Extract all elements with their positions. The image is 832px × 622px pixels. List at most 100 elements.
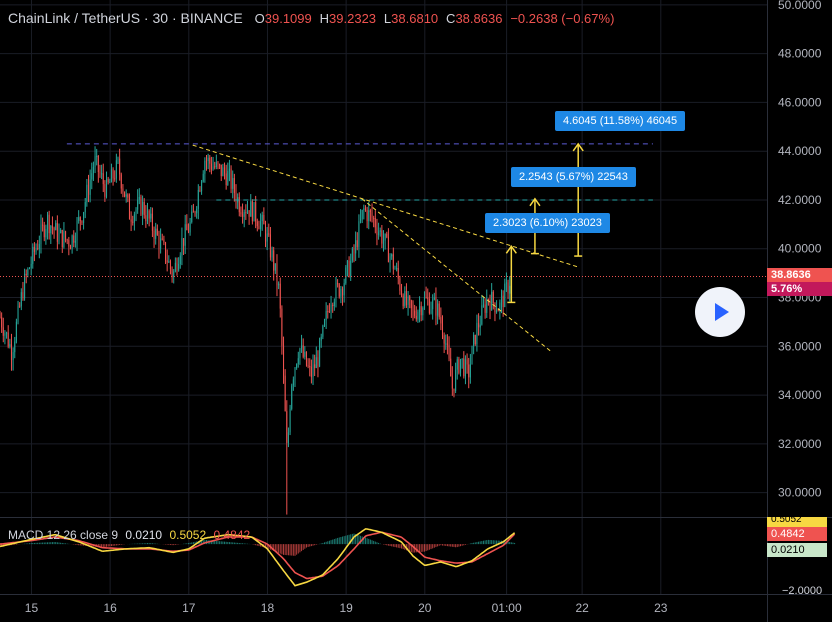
candle-body <box>394 268 396 270</box>
candle-body <box>389 256 391 263</box>
candle-body <box>325 311 327 321</box>
macd-signal-axis-label: 0.4842 <box>767 527 827 541</box>
ohlc-open-label: O <box>254 11 265 26</box>
symbol-title[interactable]: ChainLink / TetherUS · 30 · BINANCE <box>8 10 243 26</box>
candle-body <box>196 208 198 214</box>
candle-body <box>476 322 478 344</box>
candle-body <box>115 160 117 179</box>
measure-callout-3[interactable]: 2.3023 (6.10%) 23023 <box>485 213 610 233</box>
candle-body <box>238 197 240 213</box>
candle-body <box>379 230 381 232</box>
candle-body <box>499 302 501 311</box>
candle-body <box>351 248 353 261</box>
macd-signal-line <box>0 531 516 580</box>
candle-body <box>296 364 298 369</box>
candle-body <box>97 155 99 173</box>
candle-body <box>125 194 127 197</box>
candle-body <box>497 310 499 312</box>
candle-body <box>384 233 386 241</box>
candle-body <box>197 189 199 209</box>
candle-body <box>215 162 217 167</box>
candle-body <box>101 173 103 175</box>
macd-signal-value: 0.4842 <box>213 528 251 542</box>
play-button[interactable] <box>695 287 745 337</box>
candle-body <box>78 217 80 221</box>
candle-body <box>42 224 44 226</box>
ohlc-low-value: 38.6810 <box>391 11 439 26</box>
candle-body <box>2 327 4 336</box>
candle-body <box>409 296 411 301</box>
measure-arrow-head <box>505 245 517 254</box>
candle-body <box>356 240 358 248</box>
ohlc-close-label: C <box>446 11 456 26</box>
trend-line <box>192 144 579 268</box>
candle-body <box>217 162 219 165</box>
candle-body <box>261 215 263 222</box>
candle-body <box>51 225 53 229</box>
candle-body <box>492 291 494 303</box>
candle-body <box>48 214 50 234</box>
ohlc-high-label: H <box>319 11 330 26</box>
x-tick-label: 23 <box>654 601 668 615</box>
candle-body <box>32 246 34 264</box>
candle-body <box>250 201 252 217</box>
candle-body <box>71 235 73 250</box>
candle-body <box>50 225 52 234</box>
candle-body <box>233 178 235 193</box>
candle-body <box>332 304 334 307</box>
candle-body <box>187 230 189 233</box>
macd-min-axis-label: −2.0000 <box>782 585 823 597</box>
candle-body <box>345 267 347 284</box>
candle-body <box>184 224 186 246</box>
candle-body <box>117 158 119 161</box>
candle-body <box>94 156 96 168</box>
x-tick-label: 22 <box>575 601 589 615</box>
candle-body <box>169 261 171 270</box>
candle-body <box>212 166 214 170</box>
candle-body <box>61 229 63 248</box>
candle-body <box>353 248 355 254</box>
candle-body <box>91 173 93 180</box>
candle-body <box>140 196 142 215</box>
candle-body <box>19 305 21 307</box>
candle-body <box>156 228 158 235</box>
candle-body <box>86 184 88 203</box>
candle-body <box>63 231 65 248</box>
candle-body <box>305 351 307 366</box>
candle-body <box>374 218 376 228</box>
candle-body <box>366 210 368 222</box>
candle-body <box>222 167 224 177</box>
candle-body <box>392 254 394 269</box>
measure-callout-2[interactable]: 2.2543 (5.67%) 22543 <box>511 167 636 187</box>
candle-body <box>110 169 112 183</box>
candle-body <box>9 344 11 347</box>
candle-body <box>173 271 175 278</box>
candle-body <box>146 210 149 222</box>
candle-body <box>133 214 135 223</box>
ohlc-high-value: 39.2323 <box>329 11 377 26</box>
candle-body <box>319 340 321 367</box>
measure-callout-1[interactable]: 4.6045 (11.58%) 46045 <box>555 111 686 131</box>
x-tick-label: 19 <box>339 601 353 615</box>
candle-body <box>328 311 330 313</box>
candle-body <box>433 297 435 300</box>
y-tick-label: 44.0000 <box>778 144 822 158</box>
x-tick-label: 18 <box>261 601 275 615</box>
candle-body <box>122 188 124 192</box>
candle-body <box>104 184 106 197</box>
candle-body <box>214 166 216 168</box>
candle-body <box>135 209 137 215</box>
candle-body <box>317 357 319 367</box>
x-tick-label: 01:00 <box>492 601 522 615</box>
candle-body <box>430 309 432 314</box>
candle-body <box>410 300 412 309</box>
candle-body <box>456 359 458 370</box>
drawing-layer <box>0 142 767 352</box>
macd-indicator-name[interactable]: MACD 12 26 close 9 <box>8 528 119 542</box>
candle-body <box>453 388 455 391</box>
candle-body <box>443 335 445 344</box>
candle-body <box>382 240 385 244</box>
candle-body <box>7 332 9 347</box>
candle-body <box>138 196 140 200</box>
